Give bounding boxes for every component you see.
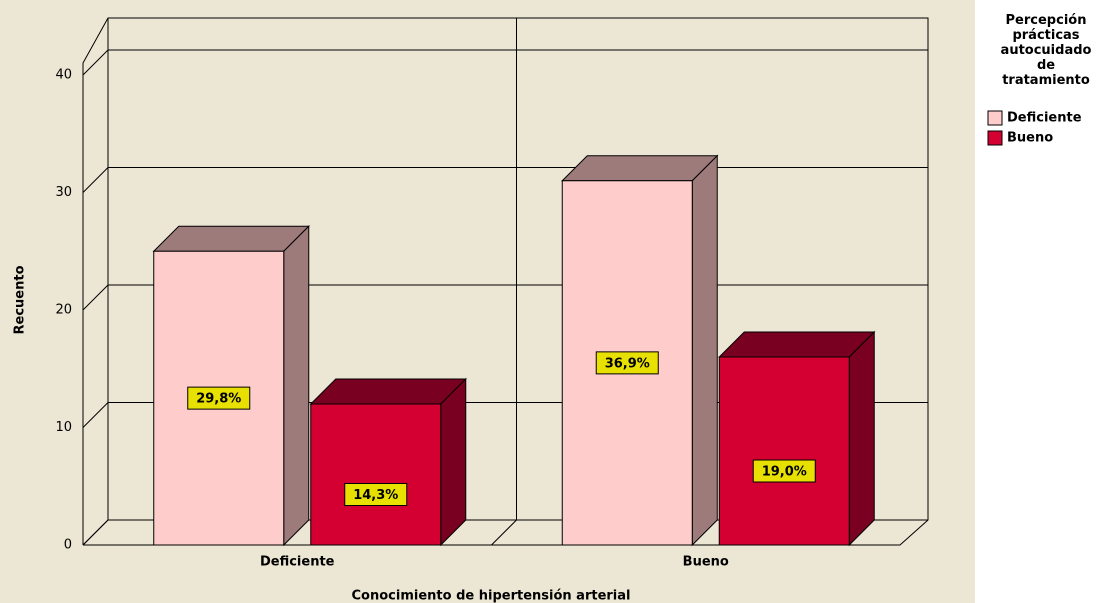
tick-mark bbox=[82, 49, 109, 76]
legend-swatch bbox=[987, 130, 1003, 146]
data-label-box bbox=[344, 483, 408, 506]
data-label: 29,8% bbox=[196, 392, 241, 407]
bar-side bbox=[440, 377, 467, 547]
data-label-box bbox=[595, 351, 659, 375]
tick-mark bbox=[82, 402, 109, 428]
bar-side bbox=[848, 330, 875, 547]
tick-mark bbox=[82, 284, 109, 311]
y-tick-label: 0 bbox=[64, 538, 72, 553]
bar-side bbox=[691, 154, 718, 547]
bar bbox=[718, 356, 850, 546]
data-label-box bbox=[752, 459, 816, 483]
data-label: 19,0% bbox=[762, 465, 807, 480]
legend-title: Percepción prácticas autocuidado de tratamie… bbox=[1001, 13, 1092, 88]
y-tick-label: 10 bbox=[55, 420, 72, 435]
bar-top bbox=[152, 225, 310, 252]
tick-mark bbox=[82, 167, 109, 193]
bar bbox=[310, 403, 442, 546]
x-tick-label: Bueno bbox=[683, 555, 729, 570]
y-tick-label: 40 bbox=[55, 68, 72, 83]
category-divider-floor bbox=[491, 519, 517, 546]
x-axis-title: Conocimiento de hipertensión arterial bbox=[352, 589, 631, 603]
legend-swatch bbox=[987, 110, 1003, 126]
bar-top bbox=[309, 378, 467, 405]
data-label: 14,3% bbox=[353, 488, 398, 503]
y-axis-title: Recuento bbox=[13, 265, 28, 334]
back-wall bbox=[82, 17, 929, 546]
y-tick-label: 20 bbox=[55, 303, 72, 318]
x-tick-label: Deficiente bbox=[260, 555, 335, 570]
data-label: 36,9% bbox=[605, 356, 650, 371]
bar-top bbox=[561, 155, 719, 182]
bar-side bbox=[283, 225, 310, 547]
y-tick-label: 30 bbox=[55, 185, 72, 200]
tick-mark bbox=[82, 519, 109, 546]
bar-top bbox=[718, 331, 876, 358]
legend-label: Bueno bbox=[1007, 131, 1053, 146]
legend-label: Deficiente bbox=[1007, 111, 1082, 126]
data-label-box bbox=[187, 386, 251, 410]
